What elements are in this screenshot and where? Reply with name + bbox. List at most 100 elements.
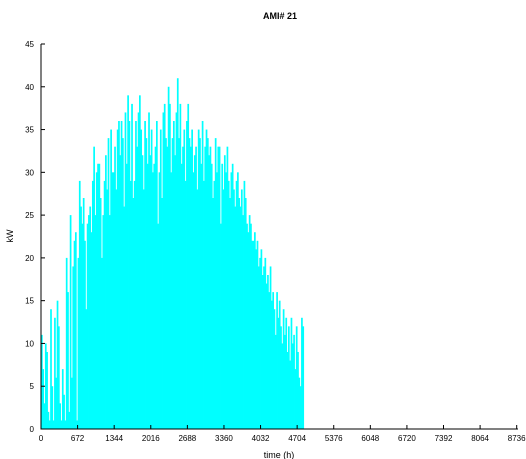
x-tick-label: 6720: [398, 434, 416, 443]
bar: [298, 377, 301, 429]
bar: [284, 334, 286, 429]
bar: [47, 411, 50, 429]
bar: [199, 138, 201, 429]
bar: [68, 411, 71, 429]
x-tick-label: 7392: [435, 434, 453, 443]
bar: [254, 232, 256, 429]
x-tick-label: 3360: [215, 434, 233, 443]
bar: [252, 240, 255, 429]
bar: [208, 155, 210, 429]
x-axis-ticks: 0 672 1344 2016 2688 3360 4032 4704 5376 6048 6720…: [39, 425, 526, 443]
y-tick-label: 35: [25, 126, 34, 135]
axes: [40, 44, 518, 430]
bar: [299, 386, 302, 429]
bar: [137, 112, 140, 429]
bar: [189, 146, 192, 429]
bar: [163, 103, 166, 429]
y-tick-label: 5: [30, 382, 35, 391]
bar: [161, 198, 163, 429]
bar: [175, 112, 178, 429]
bar: [287, 326, 290, 429]
bar: [60, 420, 63, 429]
bar: [41, 334, 43, 429]
bar: [246, 223, 248, 429]
y-tick-label: 25: [25, 211, 34, 220]
bar: [255, 249, 258, 429]
bar: [71, 377, 73, 429]
bar: [124, 112, 127, 429]
bar: [139, 95, 141, 429]
bar: [234, 206, 237, 429]
bar: [98, 163, 101, 429]
bar: [282, 309, 285, 429]
bar: [179, 103, 182, 429]
bar: [43, 403, 46, 429]
bar: [248, 215, 251, 429]
bar: [197, 129, 200, 430]
bar: [99, 198, 102, 429]
bar: [302, 326, 305, 429]
bar: [180, 163, 183, 429]
bar: [301, 317, 303, 429]
x-tick-label: 672: [71, 434, 85, 443]
bar: [76, 420, 78, 429]
bar: [247, 232, 250, 429]
bar: [166, 146, 169, 429]
y-axis-title: kW: [5, 229, 15, 243]
bar: [293, 334, 295, 429]
bar: [119, 155, 122, 429]
bar: [103, 180, 106, 429]
bar: [214, 138, 217, 429]
bar: [157, 223, 160, 429]
x-tick-label: 5376: [325, 434, 343, 443]
bar: [257, 266, 260, 429]
bar: [251, 240, 254, 429]
bar: [205, 129, 208, 430]
x-axis-title: time (h): [264, 450, 295, 459]
bar: [69, 215, 72, 429]
bar: [167, 86, 170, 430]
bar: [170, 172, 173, 430]
bar: [74, 232, 77, 429]
bar: [221, 163, 224, 429]
bar: [272, 292, 275, 429]
bar: [125, 163, 128, 429]
x-tick-label: 4704: [288, 434, 306, 443]
bar: [259, 257, 261, 429]
bar: [97, 163, 99, 429]
bar: [239, 206, 242, 429]
bar: [86, 223, 89, 429]
bar: [122, 138, 124, 429]
bar: [273, 309, 276, 429]
bar: [171, 138, 174, 429]
bar: [294, 369, 297, 429]
bar: [110, 129, 112, 430]
bar: [213, 180, 216, 429]
bar: [131, 103, 133, 429]
bar: [46, 352, 48, 429]
bar: [84, 240, 86, 429]
bar: [260, 249, 263, 429]
bar: [295, 326, 298, 429]
bar: [265, 283, 268, 429]
bar: [64, 420, 67, 429]
bar: [261, 275, 264, 429]
bar: [285, 317, 288, 429]
bar: [178, 138, 180, 429]
bar: [111, 172, 114, 430]
bar: [204, 146, 207, 429]
bar: [154, 146, 157, 429]
bar: [269, 266, 272, 429]
x-tick-label: 8736: [508, 434, 526, 443]
y-tick-label: 20: [25, 254, 34, 263]
bar: [95, 172, 98, 430]
bar: [220, 223, 222, 429]
bar: [231, 163, 234, 429]
bar: [286, 352, 289, 429]
bar: [243, 180, 246, 429]
chart-title: AMI# 21: [263, 11, 297, 21]
bar: [67, 292, 69, 429]
bar: [85, 309, 88, 429]
bar: [192, 172, 195, 430]
